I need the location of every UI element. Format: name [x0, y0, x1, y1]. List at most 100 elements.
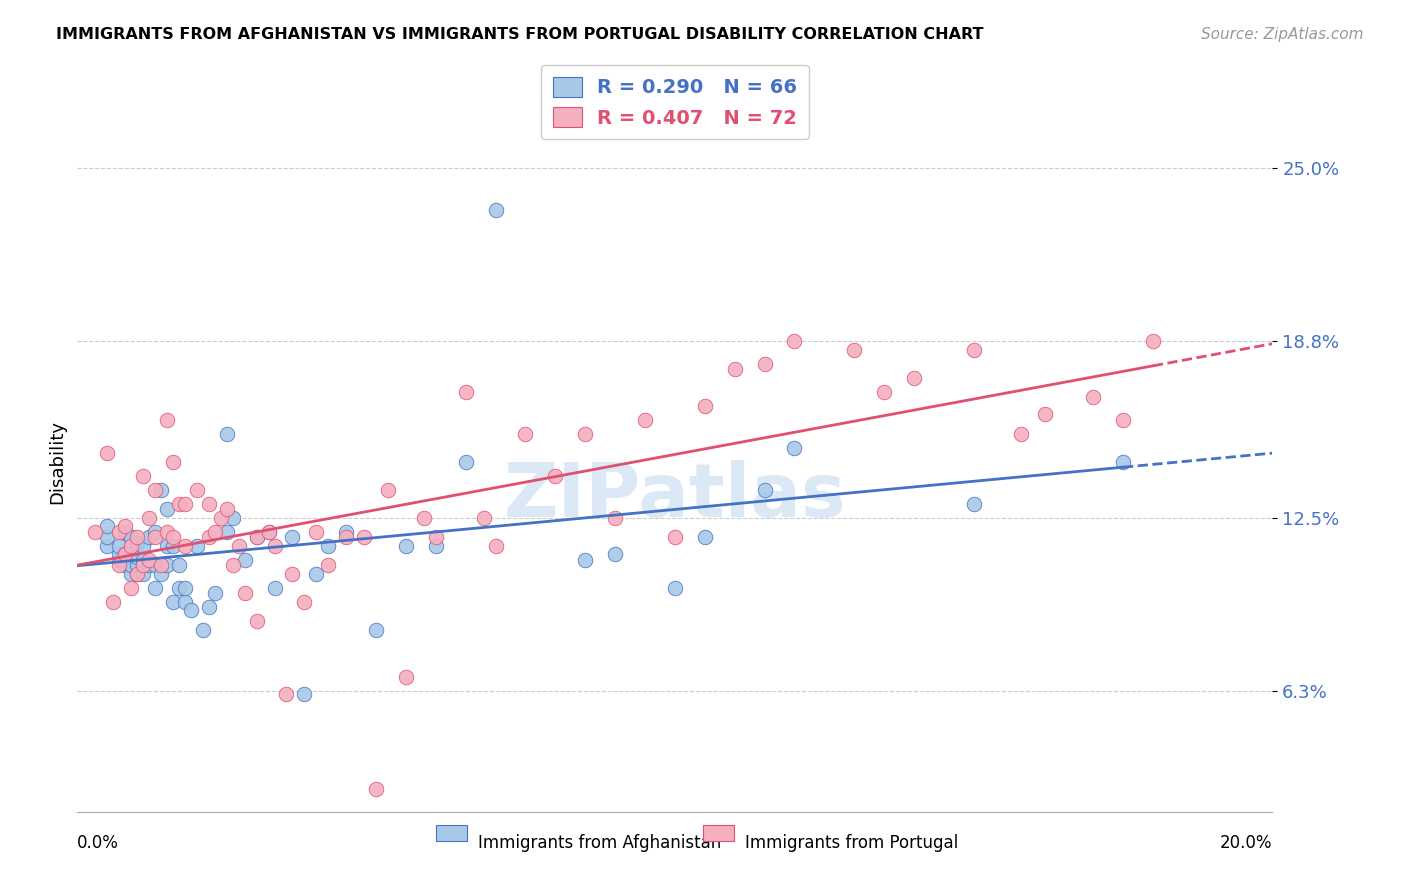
Point — [246, 530, 269, 544]
Point — [96, 539, 118, 553]
Point — [186, 483, 208, 497]
Point — [873, 384, 896, 399]
Point — [318, 558, 340, 573]
Text: 20.0%: 20.0% — [1220, 834, 1272, 852]
Point — [138, 510, 160, 524]
Point — [305, 524, 328, 539]
Point — [143, 558, 166, 573]
Point — [132, 558, 155, 573]
Point — [127, 549, 149, 564]
Point — [174, 539, 197, 553]
Point — [197, 497, 219, 511]
Point — [1112, 455, 1135, 469]
Point — [263, 539, 285, 553]
Point — [425, 539, 447, 553]
Point — [544, 468, 567, 483]
Point — [162, 539, 184, 553]
Point — [150, 558, 173, 573]
Point — [138, 558, 160, 573]
Point — [84, 524, 107, 539]
Point — [191, 623, 214, 637]
Point — [246, 530, 269, 544]
Point — [634, 412, 657, 426]
Point — [197, 530, 219, 544]
Point — [1035, 407, 1057, 421]
Point — [108, 539, 131, 553]
Point — [180, 603, 202, 617]
Point — [413, 510, 436, 524]
Point — [515, 426, 537, 441]
Point — [127, 530, 149, 544]
Point — [120, 539, 142, 553]
Point — [120, 581, 142, 595]
Point — [605, 510, 627, 524]
Text: IMMIGRANTS FROM AFGHANISTAN VS IMMIGRANTS FROM PORTUGAL DISABILITY CORRELATION C: IMMIGRANTS FROM AFGHANISTAN VS IMMIGRANT… — [56, 27, 984, 42]
Point — [693, 530, 716, 544]
Point — [174, 581, 197, 595]
Point — [335, 524, 357, 539]
Point — [754, 483, 776, 497]
Point — [903, 370, 925, 384]
Point — [395, 539, 418, 553]
Point — [127, 566, 149, 581]
Point — [693, 399, 716, 413]
Point — [96, 530, 118, 544]
Point — [263, 581, 285, 595]
Point — [156, 558, 179, 573]
Point — [783, 334, 806, 348]
Point — [108, 552, 131, 566]
Point — [103, 595, 124, 609]
Point — [1112, 412, 1135, 426]
Point — [574, 426, 596, 441]
Point — [167, 581, 190, 595]
Point — [257, 524, 280, 539]
Point — [1142, 334, 1164, 348]
Point — [156, 539, 179, 553]
Point — [114, 547, 136, 561]
Legend: R = 0.290   N = 66, R = 0.407   N = 72: R = 0.290 N = 66, R = 0.407 N = 72 — [541, 65, 808, 139]
Point — [143, 530, 166, 544]
Point — [963, 497, 986, 511]
Point — [215, 524, 238, 539]
Point — [783, 441, 806, 455]
Text: Source: ZipAtlas.com: Source: ZipAtlas.com — [1201, 27, 1364, 42]
Point — [156, 412, 179, 426]
Point — [215, 502, 238, 516]
Point — [127, 558, 149, 573]
Text: Immigrants from Afghanistan: Immigrants from Afghanistan — [478, 834, 721, 852]
Point — [276, 687, 298, 701]
Point — [108, 547, 131, 561]
Text: Immigrants from Portugal: Immigrants from Portugal — [745, 834, 959, 852]
Text: ZIPatlas: ZIPatlas — [503, 460, 846, 533]
Point — [174, 595, 197, 609]
Point — [96, 519, 118, 533]
Point — [574, 552, 596, 566]
Point — [108, 524, 131, 539]
Point — [114, 519, 136, 533]
Point — [143, 524, 166, 539]
Point — [167, 497, 190, 511]
Text: 0.0%: 0.0% — [77, 834, 120, 852]
Point — [120, 566, 142, 581]
Point — [132, 566, 155, 581]
Point — [120, 547, 142, 561]
Point — [454, 384, 477, 399]
Point — [162, 530, 184, 544]
Point — [162, 455, 184, 469]
Point — [472, 510, 495, 524]
Point — [204, 524, 226, 539]
Point — [150, 483, 173, 497]
Point — [318, 539, 340, 553]
Point — [143, 483, 166, 497]
Point — [281, 566, 304, 581]
Point — [186, 539, 208, 553]
Point — [120, 530, 142, 544]
Point — [167, 558, 190, 573]
Point — [120, 558, 142, 573]
Point — [114, 547, 136, 561]
Point — [605, 547, 627, 561]
Point — [664, 530, 686, 544]
Point — [257, 524, 280, 539]
Point — [114, 558, 136, 573]
Point — [292, 687, 315, 701]
